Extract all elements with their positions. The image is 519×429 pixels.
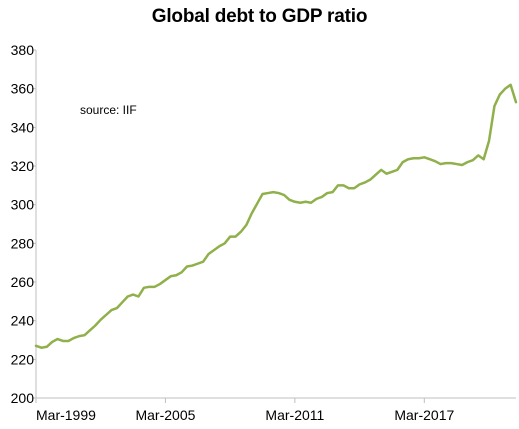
- y-tick-label: 320: [11, 158, 35, 174]
- source-annotation: source: IIF: [80, 103, 137, 117]
- y-tick-label: 240: [11, 313, 35, 329]
- y-tick-label: 380: [11, 42, 35, 58]
- y-tick-label: 220: [11, 351, 35, 367]
- chart-title: Global debt to GDP ratio: [151, 6, 368, 27]
- y-tick-label: 340: [11, 119, 35, 135]
- y-tick-label: 260: [11, 274, 35, 290]
- y-tick-label: 360: [11, 81, 35, 97]
- y-tick-label: 200: [11, 390, 35, 406]
- y-axis-ticks: 200 220 240 260 280 300 320 340 360 380: [11, 42, 36, 406]
- y-tick-label: 300: [11, 197, 35, 213]
- y-tick-label: 280: [11, 235, 35, 251]
- x-axis-ticks: Mar-1999 Mar-2005 Mar-2011 Mar-2017: [35, 398, 454, 423]
- x-tick-label: Mar-2005: [135, 407, 195, 423]
- series-line: [34, 83, 518, 349]
- x-tick-label: Mar-1999: [36, 407, 96, 423]
- x-tick-label: Mar-2011: [265, 407, 324, 423]
- x-tick-label: Mar-2017: [394, 407, 454, 423]
